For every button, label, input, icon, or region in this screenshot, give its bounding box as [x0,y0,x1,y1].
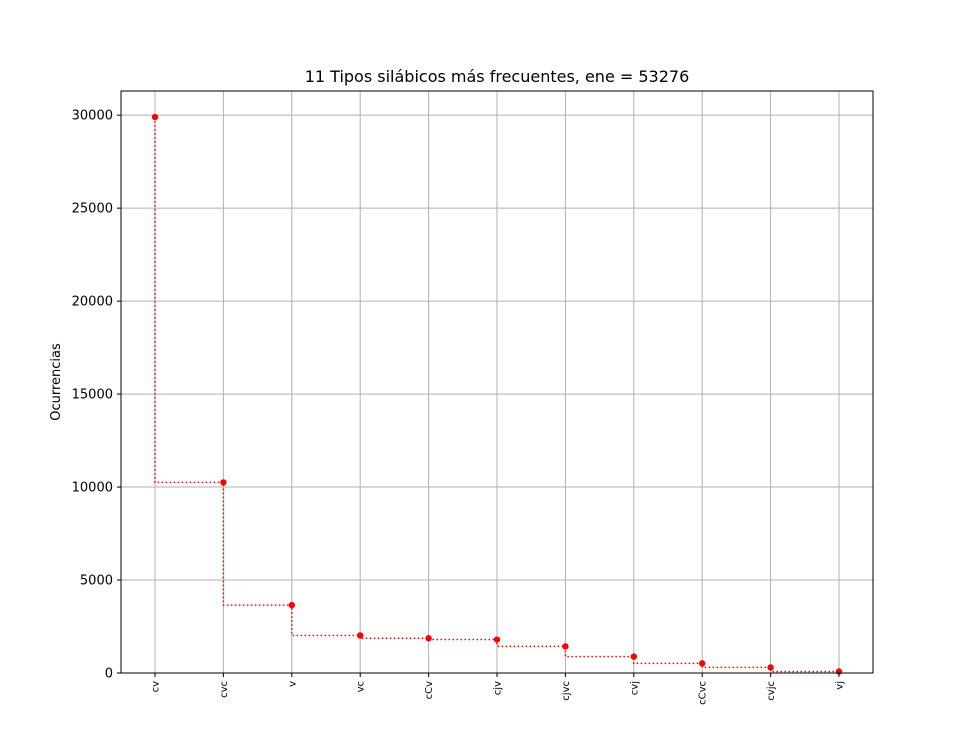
y-tick-label: 25000 [72,202,113,217]
x-tick-label: cvj [629,681,640,695]
data-point-cv [151,113,159,121]
data-point-cCv [425,635,432,642]
x-tick-label: v [287,681,298,687]
data-point-cvj [630,653,637,660]
x-tick-label: cvjc [766,681,777,701]
x-tick-label: cvc [219,681,230,698]
x-tick-label: vj [835,681,846,690]
data-point-cjvc [562,643,569,650]
x-tick-label: cCv [424,681,435,699]
y-tick-label: 20000 [72,295,113,310]
x-tick-label: cCvc [698,681,709,705]
y-axis-label: Ocurrencias [49,343,64,421]
x-tick-label: vc [356,681,367,692]
data-point-cvjc [767,664,774,671]
x-ticks: cv cvc v vc cCv cjv cjvc cvj cCvc cvjc vj [151,673,846,705]
series-layer [151,113,843,675]
y-tick-label: 5000 [80,574,113,589]
data-point-cCvc [699,660,706,667]
y-tick-label: 30000 [72,109,113,124]
data-point-cjv [493,636,501,643]
y-tick-label: 10000 [72,481,113,496]
data-point-vc [357,632,364,639]
x-tick-label: cjv [493,681,504,695]
grid-lines [121,91,873,674]
y-ticks: 0 5000 10000 15000 20000 25000 30000 [72,109,121,682]
data-point-v [288,601,295,609]
y-tick-label: 0 [105,667,113,682]
x-tick-label: cjvc [561,681,572,701]
data-point-cvc [220,479,227,486]
y-tick-label: 15000 [72,388,113,403]
x-tick-label: cv [151,681,162,692]
chart-title: 11 Tipos silábicos más frecuentes, ene =… [305,67,690,86]
